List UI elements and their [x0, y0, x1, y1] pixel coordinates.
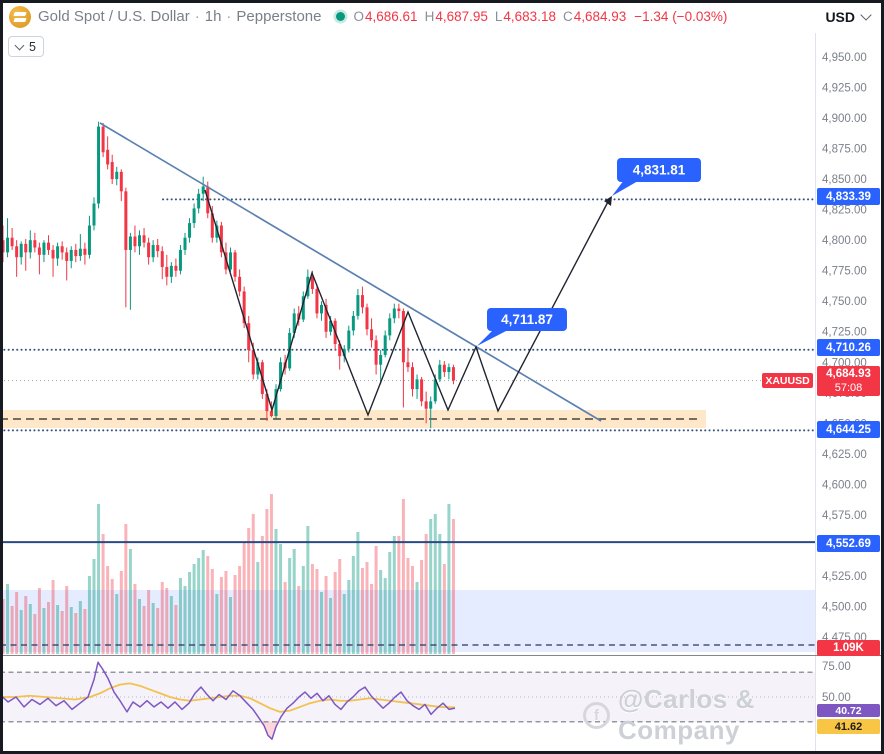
- callouts-layer: 4,711.87 4,831.81: [477, 158, 701, 346]
- price-badge-resistance[interactable]: 4,710.26: [817, 339, 880, 356]
- interval-chip[interactable]: 5: [8, 36, 44, 57]
- symbol-price-tag: XAUUSD: [762, 373, 813, 388]
- rsi-value-badge: 40.72: [817, 704, 880, 717]
- price-tick: 4,500.00: [822, 601, 867, 613]
- market-status-icon: [335, 12, 345, 21]
- pane-separator[interactable]: [0, 655, 884, 656]
- price-tick: 4,825.00: [822, 205, 867, 217]
- facebook-icon: f: [583, 701, 610, 729]
- chevron-down-icon: [14, 40, 25, 51]
- volume-layer: [1, 494, 455, 654]
- price-axis-border: [815, 33, 816, 751]
- last-price-badge: 4,684.93 57:08: [817, 366, 880, 396]
- price-tick: 4,800.00: [822, 235, 867, 247]
- close-label: C: [562, 9, 573, 24]
- rsi-tick: 75.00: [822, 661, 851, 673]
- price-badge-hline[interactable]: 4,552.69: [817, 535, 880, 552]
- price-tick: 4,575.00: [822, 510, 867, 522]
- price-badge-support[interactable]: 4,644.25: [817, 421, 880, 438]
- trendline-layer: [99, 122, 602, 422]
- svg-text:4,711.87: 4,711.87: [501, 312, 553, 327]
- last-price-value: 4,684.93: [826, 368, 871, 380]
- price-tick: 4,850.00: [822, 174, 867, 186]
- close-value: 4,684.93: [573, 9, 627, 24]
- price-badge-upper-target[interactable]: 4,833.39: [817, 188, 880, 205]
- price-tick: 4,875.00: [822, 144, 867, 156]
- volume-badge: 1.09K: [817, 640, 880, 656]
- open-label: O: [353, 9, 365, 24]
- exchange-label[interactable]: Pepperstone: [236, 8, 322, 25]
- price-tick: 4,625.00: [822, 449, 867, 461]
- rsi-layer: [0, 661, 815, 740]
- price-tick: 4,750.00: [822, 296, 867, 308]
- price-tick: 4,600.00: [822, 479, 867, 491]
- open-value: 4,686.61: [365, 9, 418, 24]
- watermark-text: @Carlos & Company: [617, 684, 755, 745]
- symbol-info-bar: Gold Spot / U.S. Dollar · 1h · Peppersto…: [0, 0, 884, 33]
- symbol-title[interactable]: Gold Spot / U.S. Dollar: [38, 8, 190, 25]
- interval-chip-value: 5: [29, 39, 36, 54]
- price-tick: 4,775.00: [822, 266, 867, 278]
- price-tick: 4,925.00: [822, 83, 867, 95]
- candlestick-layer: [1, 121, 455, 429]
- rsi-tick: 50.00: [822, 692, 851, 704]
- gold-icon: [9, 5, 31, 28]
- low-value: 4,683.18: [503, 9, 556, 24]
- high-label: H: [424, 9, 435, 24]
- pattern-layer: [204, 189, 612, 417]
- ohlc-values: O 4,686.61 H 4,687.95 L 4,683.18 C 4,684…: [354, 9, 728, 24]
- price-tick: 4,725.00: [822, 327, 867, 339]
- interval-label[interactable]: 1h: [204, 8, 222, 25]
- svg-text:4,831.81: 4,831.81: [633, 163, 686, 178]
- price-tick: 4,950.00: [822, 52, 867, 64]
- watermark: f @Carlos & Company: [583, 684, 884, 746]
- change-value: −1.34 (−0.03%): [634, 9, 728, 24]
- low-label: L: [494, 9, 503, 24]
- rsi-ma-value-badge: 41.62: [817, 719, 880, 734]
- separator-dot: ·: [194, 8, 200, 25]
- high-value: 4,687.95: [435, 9, 488, 24]
- currency-label: USD: [825, 8, 855, 25]
- price-tick: 4,900.00: [822, 113, 867, 125]
- price-tick: 4,525.00: [822, 571, 867, 583]
- currency-selector[interactable]: USD: [825, 8, 872, 25]
- bar-countdown: 57:08: [834, 382, 863, 394]
- chevron-down-icon: [860, 8, 872, 21]
- zones-layer: [0, 410, 815, 652]
- separator-dot: ·: [226, 8, 232, 25]
